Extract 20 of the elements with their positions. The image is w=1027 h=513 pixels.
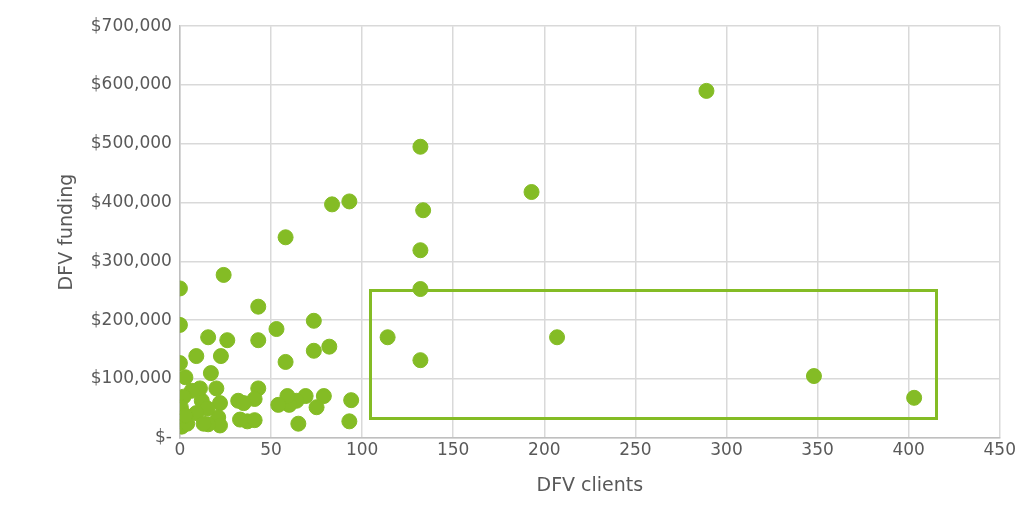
x-tick-label: 350: [801, 439, 834, 460]
x-tick-label: 400: [892, 439, 925, 460]
y-tick-label: $700,000: [90, 14, 172, 35]
x-axis-title: DFV clients: [536, 472, 644, 495]
y-tick-label: $400,000: [90, 191, 172, 212]
y-tick-label: $600,000: [90, 73, 172, 94]
y-tick-label: $300,000: [90, 249, 172, 270]
y-axis-title: DFV funding: [54, 173, 77, 291]
x-tick-label: 0: [174, 439, 186, 460]
x-tick-label: 50: [260, 439, 282, 460]
x-tick-label: 250: [619, 439, 652, 460]
y-tick-label: $500,000: [90, 132, 172, 153]
x-tick-label: 200: [528, 439, 561, 460]
x-tick-label: 300: [710, 439, 743, 460]
x-tick-label: 100: [345, 439, 379, 460]
x-tick-label: 150: [436, 439, 470, 460]
x-tick-label: 450: [983, 439, 1016, 460]
y-tick-label: $100,000: [90, 367, 172, 388]
y-tick-label: $200,000: [90, 308, 172, 329]
y-tick-label: $-: [154, 426, 172, 447]
